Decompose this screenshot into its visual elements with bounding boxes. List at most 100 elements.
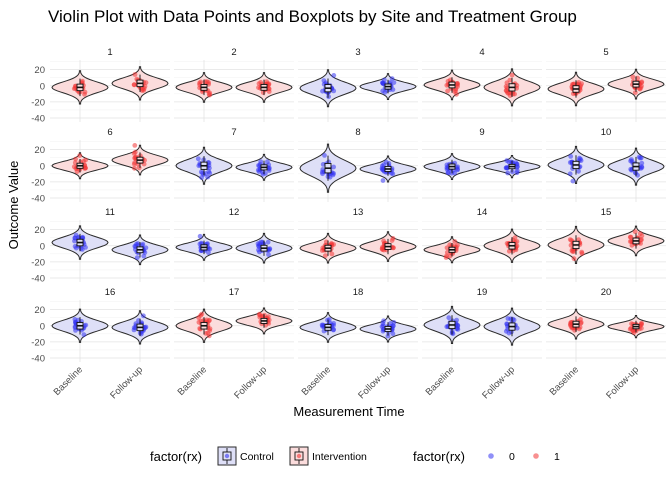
data-point: [205, 174, 211, 180]
data-point: [571, 256, 577, 262]
data-point: [205, 330, 211, 336]
facet-strip-label: 3: [355, 47, 360, 58]
data-point: [504, 165, 510, 171]
data-point: [142, 83, 148, 89]
data-point: [391, 80, 397, 85]
y-tick-label: -40: [31, 113, 45, 124]
data-point: [321, 78, 327, 83]
data-point: [510, 160, 515, 165]
data-point: [389, 238, 395, 244]
data-point: [632, 229, 638, 235]
data-point: [82, 163, 88, 169]
data-point: [569, 248, 575, 253]
data-point: [331, 164, 336, 170]
data-point: [504, 158, 510, 164]
data-point: [629, 157, 634, 162]
data-point: [73, 156, 78, 162]
data-point: [134, 255, 140, 261]
data-point: [204, 317, 210, 323]
data-point: [258, 159, 264, 165]
facet-panel-1: 1 20 0 -20 -40: [31, 47, 170, 124]
data-point: [132, 72, 138, 77]
data-point: [256, 81, 262, 86]
data-point: [445, 170, 451, 175]
facet-panel-4: 4: [422, 47, 542, 122]
data-point: [132, 149, 138, 155]
data-point: [390, 331, 396, 337]
x-tick-label: Follow-up: [108, 364, 145, 401]
y-tick-label: 0: [40, 241, 45, 252]
y-tick-label: -20: [31, 257, 45, 268]
data-point: [503, 84, 509, 89]
data-point: [444, 162, 450, 168]
y-tick-label: -40: [31, 193, 45, 204]
facet-strip-label: 12: [229, 207, 240, 218]
facet-strip-label: 2: [231, 47, 236, 58]
facet-panel-20: 20 Baseline Follow-up: [546, 287, 666, 401]
facet-strip-label: 17: [229, 287, 240, 298]
data-point: [331, 327, 336, 332]
data-point: [380, 323, 386, 329]
data-point: [199, 175, 205, 180]
y-tick-label: -40: [31, 273, 45, 284]
facet-panel-3: 3: [298, 47, 418, 122]
data-point: [390, 245, 396, 251]
data-point: [450, 331, 456, 337]
chart-title: Violin Plot with Data Points and Boxplot…: [48, 7, 577, 26]
data-point: [199, 311, 205, 317]
legend: factor(rx) Control Intervention factor(rx) 0…: [150, 446, 560, 466]
data-point: [509, 72, 515, 78]
facet-strip-label: 6: [107, 127, 112, 138]
facet-strip-label: 19: [477, 287, 488, 298]
data-point: [256, 247, 261, 253]
facet-strip-label: 1: [107, 47, 112, 58]
data-point: [72, 238, 77, 244]
facet-strip-label: 14: [477, 207, 488, 218]
facet-panel-6: 6 20 0 -20 -40: [31, 127, 170, 204]
data-point: [446, 315, 452, 321]
data-point: [577, 155, 582, 161]
data-point: [576, 326, 582, 332]
data-point: [131, 161, 137, 167]
facet-panel-18: 18 Baseline Follow-up: [298, 287, 418, 401]
data-point: [578, 320, 584, 325]
data-point: [571, 81, 577, 87]
facet-strip-label: 8: [355, 127, 360, 138]
facet-panel-19: 19 Baseline Follow-up: [422, 287, 542, 401]
data-point: [322, 153, 327, 158]
data-point: [266, 247, 272, 253]
data-point: [141, 313, 146, 319]
data-point: [380, 80, 385, 86]
data-point: [514, 83, 520, 88]
data-point: [380, 328, 386, 334]
data-point: [132, 143, 138, 148]
data-point: [71, 164, 77, 170]
y-tick-label: -20: [31, 177, 45, 188]
x-tick-label: Baseline: [176, 364, 210, 398]
data-point: [570, 178, 576, 184]
data-points: [319, 239, 336, 258]
data-point: [506, 330, 512, 336]
data-point: [81, 158, 86, 164]
data-point: [504, 80, 510, 86]
y-tick-label: 20: [34, 305, 45, 316]
data-point: [266, 252, 271, 257]
facet-strip-label: 15: [601, 207, 612, 218]
data-point: [512, 235, 518, 241]
data-point: [514, 161, 520, 167]
data-point: [207, 170, 213, 176]
data-point: [329, 241, 334, 246]
data-point: [77, 153, 83, 159]
data-point: [323, 239, 329, 245]
facet-strip-label: 18: [353, 287, 364, 298]
data-point: [257, 311, 262, 317]
data-point: [445, 88, 450, 94]
y-axis-title: Outcome Value: [6, 161, 21, 250]
data-point: [81, 332, 87, 338]
data-point: [390, 171, 396, 177]
data-point: [266, 162, 272, 168]
legend-fill-key: [289, 446, 309, 466]
facet-strip-label: 7: [231, 127, 236, 138]
data-point: [329, 251, 335, 257]
